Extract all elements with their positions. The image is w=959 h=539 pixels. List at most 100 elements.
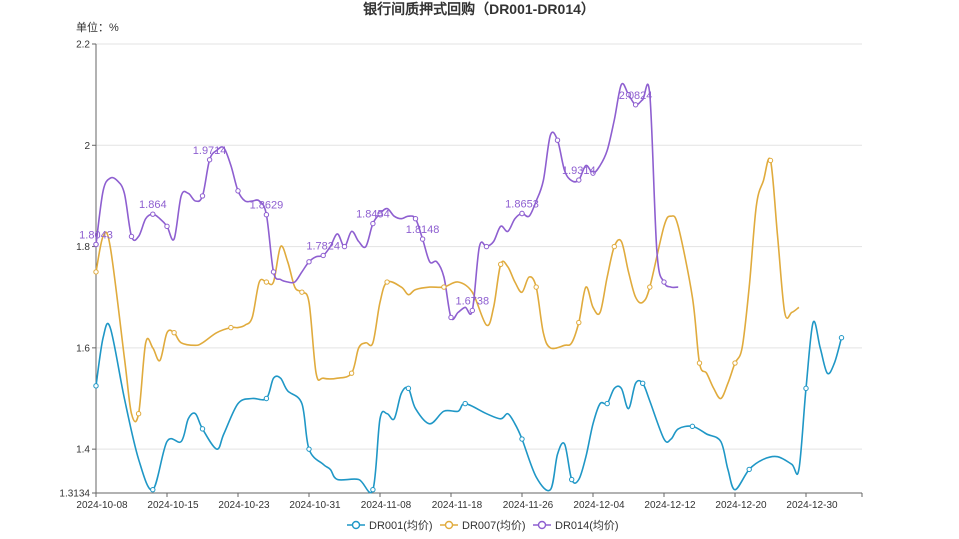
data-point	[569, 476, 575, 483]
y-tick-label: 1.8	[76, 242, 90, 253]
data-point	[384, 279, 390, 285]
data-point	[199, 193, 206, 199]
data-point	[348, 370, 355, 376]
legend-swatch-marker	[537, 520, 547, 530]
data-point	[164, 223, 170, 230]
annotated-point	[519, 210, 525, 217]
axes	[95, 44, 862, 494]
x-tick-label: 2024-11-26	[503, 500, 554, 511]
data-point	[171, 329, 177, 336]
data-point	[306, 259, 312, 265]
annotated-point	[263, 212, 270, 218]
series-markers	[93, 91, 845, 493]
legend-label: DR014(均价)	[555, 519, 619, 532]
x-tick-label: 2024-12-20	[715, 500, 767, 511]
annotated-point	[320, 252, 326, 259]
value-annotations: 1.8043 1.864 1.9714 1.8629 1.7824 1.8454 1.814…	[79, 90, 653, 314]
legend-label: DR007(均价)	[462, 519, 526, 532]
data-point	[519, 436, 525, 442]
data-point	[405, 385, 412, 392]
annotated-point	[419, 236, 426, 242]
value-label: 1.8629	[250, 200, 284, 212]
data-point	[299, 289, 305, 295]
data-point	[554, 137, 561, 143]
value-label: 1.9714	[193, 145, 227, 157]
x-tick-label: 2024-10-15	[147, 500, 199, 511]
data-point	[483, 243, 490, 250]
data-point	[462, 400, 468, 407]
x-tick-label: 2024-12-30	[786, 500, 838, 511]
x-tick-label: 2024-11-08	[361, 500, 412, 511]
x-tick-label: 2024-10-23	[218, 500, 270, 511]
data-point	[767, 157, 774, 164]
data-point	[803, 385, 809, 392]
grid-lines	[96, 43, 862, 494]
value-label: 1.8454	[356, 209, 390, 221]
data-point	[640, 380, 646, 387]
data-point	[732, 360, 738, 366]
annotated-point	[150, 211, 156, 217]
data-point	[341, 243, 348, 250]
value-label: 1.8148	[406, 224, 440, 236]
data-point	[746, 466, 752, 473]
y-tick-label: 1.3134	[59, 489, 90, 500]
value-label: 1.8043	[79, 229, 113, 241]
data-point	[590, 170, 596, 176]
y-tick-label: 2	[84, 141, 90, 152]
series-lines	[95, 82, 843, 494]
data-point	[604, 400, 610, 407]
data-point	[696, 360, 703, 366]
data-point	[412, 216, 419, 222]
data-point	[441, 284, 447, 290]
x-tick-label: 2024-12-12	[644, 500, 696, 511]
y-tick-label: 1.6	[76, 343, 90, 354]
data-point	[611, 243, 617, 250]
data-point	[263, 279, 270, 285]
data-point	[498, 261, 504, 267]
x-axis-ticks: 2024-10-08 2024-10-15 2024-10-23 2024-10-31…	[76, 493, 863, 511]
y-tick-label: 2.2	[76, 40, 90, 51]
data-point	[263, 395, 270, 402]
data-point	[306, 446, 312, 452]
value-label: 1.7824	[306, 240, 340, 252]
data-point	[838, 335, 845, 341]
data-point	[576, 319, 582, 326]
data-point	[135, 410, 142, 417]
series-line-3	[95, 82, 679, 321]
y-axis-ticks: 1.3134 1.4 1.6 1.8 2 2.2	[59, 40, 96, 500]
annotated-point	[576, 177, 582, 183]
y-tick-label: 1.4	[76, 445, 90, 456]
data-point	[235, 188, 241, 194]
value-label: 1.6738	[455, 295, 489, 307]
data-point	[199, 426, 206, 432]
data-point	[448, 314, 454, 321]
data-point	[93, 383, 99, 389]
chart-title: 银行间质押式回购（DR001-DR014）	[363, 1, 595, 17]
annotated-point	[370, 220, 376, 227]
series-line-1	[95, 320, 843, 494]
x-tick-label: 2024-10-31	[289, 500, 341, 511]
x-tick-label: 2024-10-08	[76, 500, 128, 511]
x-tick-label: 2024-12-04	[573, 500, 625, 511]
legend-swatch-marker	[351, 520, 361, 530]
data-point	[689, 423, 696, 430]
data-point	[647, 284, 653, 290]
legend-label: DR001(均价)	[369, 519, 433, 532]
data-point	[128, 233, 135, 240]
series-line-2	[95, 157, 800, 423]
value-label: 1.9314	[562, 165, 596, 177]
legend: DR001(均价) DR007(均价) DR014(均价)	[347, 519, 619, 532]
value-label: 2.0824	[619, 90, 653, 102]
annotated-point	[93, 241, 99, 248]
data-point	[625, 91, 632, 98]
data-point	[270, 269, 277, 275]
legend-swatch-marker	[444, 520, 454, 530]
data-point	[533, 284, 539, 290]
annotated-point	[469, 307, 475, 314]
data-point	[93, 269, 99, 275]
data-point	[150, 486, 156, 493]
data-point	[661, 279, 667, 285]
annotated-point	[632, 102, 639, 108]
value-label: 1.8653	[505, 199, 539, 211]
